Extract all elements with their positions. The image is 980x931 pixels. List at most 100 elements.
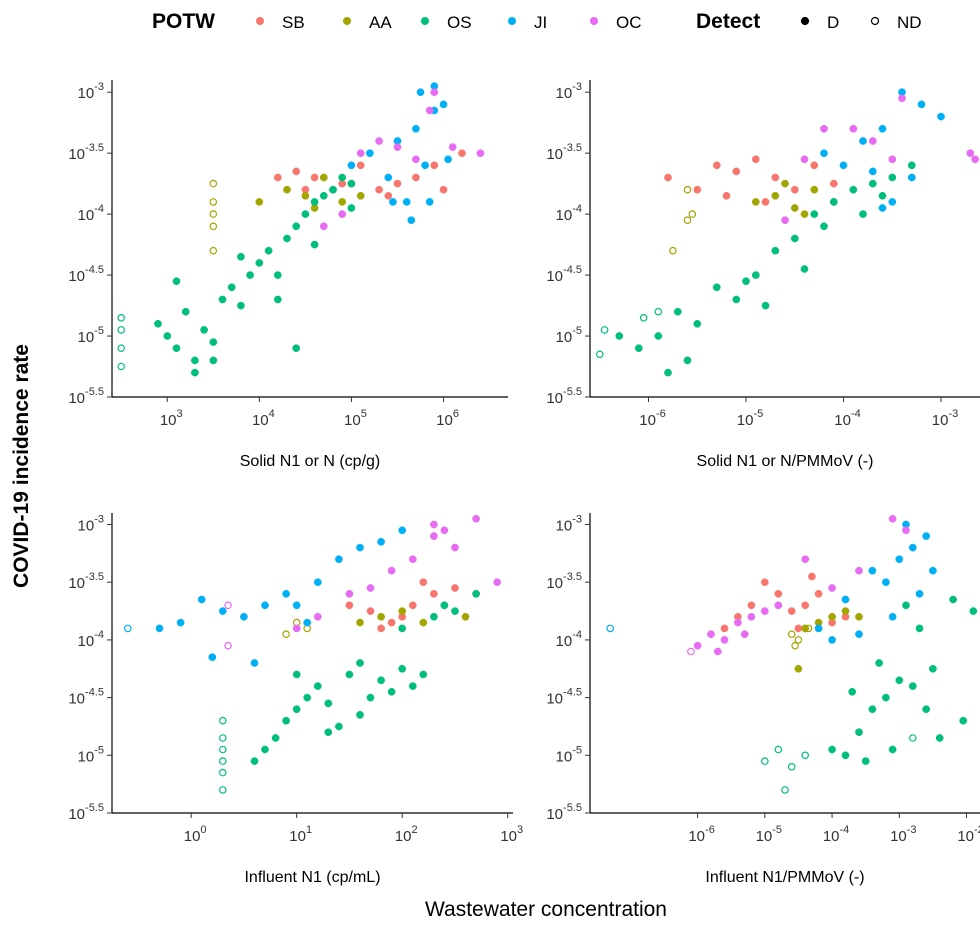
y-tick-label: 10-4 [78, 629, 104, 650]
data-point-ji [377, 537, 385, 546]
data-point-os [345, 670, 354, 679]
data-point-sb [366, 607, 375, 615]
data-point-os [790, 234, 799, 243]
data-point-ji [292, 601, 301, 610]
data-point-oc [375, 137, 383, 145]
x-tick-label: 100 [184, 824, 207, 845]
x-tick-label: 10-4 [834, 408, 860, 429]
data-point-sb [412, 173, 420, 182]
data-point-os-nd [760, 757, 769, 765]
data-point-oc [366, 584, 375, 592]
y-tick-label: 10-4 [556, 203, 582, 224]
data-point-aa [338, 198, 347, 206]
data-point-os [250, 757, 259, 765]
data-point-oc [319, 222, 328, 231]
data-point-oc-nd [224, 641, 232, 650]
data-point-ji [416, 88, 425, 97]
data-point-sb [430, 589, 438, 598]
y-tick-label: 10-3.5 [68, 571, 104, 592]
data-point-aa-nd [209, 210, 218, 218]
data-point-oc [472, 514, 480, 523]
data-point-os [329, 185, 337, 194]
data-point-os [895, 676, 904, 685]
figure-x-label: Wastewater concentration [425, 898, 667, 921]
data-point-oc [781, 216, 789, 225]
data-point-os-nd [801, 751, 810, 760]
data-point-os [654, 332, 663, 340]
data-point-ji [915, 589, 924, 598]
data-point-aa [356, 191, 365, 200]
data-point-ji [937, 112, 945, 121]
y-tick-label: 10-5.5 [546, 386, 582, 407]
data-point-os [908, 682, 917, 690]
data-point-sb [751, 155, 760, 164]
y-tick-label: 10-5.5 [546, 802, 582, 823]
y-tick-label: 10-5 [78, 325, 104, 346]
data-point-ji [366, 149, 374, 158]
data-point-sb [712, 161, 721, 170]
data-point-ji [407, 216, 416, 225]
data-point-os [356, 711, 364, 719]
data-point-os [398, 664, 407, 673]
data-point-os [271, 734, 280, 742]
data-point-os [356, 659, 364, 667]
x-tick-label: 106 [436, 408, 459, 429]
data-point-os [408, 682, 417, 690]
data-point-ji [197, 595, 206, 604]
data-point-oc [425, 106, 434, 115]
data-point-ji [895, 555, 904, 564]
data-point-os [209, 338, 218, 346]
legend-marker-os [421, 17, 429, 25]
data-point-os [440, 601, 449, 610]
panel-x-label: Influent N1/PMMoV (-) [705, 869, 864, 886]
data-point-oc [693, 641, 702, 650]
data-point-oc [448, 143, 457, 151]
data-point-sb [430, 161, 439, 170]
x-tick-label: 103 [500, 824, 523, 845]
legend-marker-sb [256, 17, 264, 25]
data-point-ji [868, 566, 877, 575]
data-point-os-nd [117, 326, 126, 334]
data-point-os [310, 240, 319, 249]
data-point-sb [794, 624, 803, 633]
data-point-os [324, 699, 333, 708]
data-point-os [868, 179, 877, 188]
data-point-os [841, 751, 850, 760]
data-point-os [338, 173, 347, 182]
x-tick-label: 10-5 [737, 408, 763, 429]
data-point-oc [849, 124, 858, 133]
data-point-ji [859, 137, 867, 145]
panel-x-label: Solid N1 or N/PMMoV (-) [697, 453, 874, 470]
y-tick-label: 10-4.5 [68, 264, 104, 285]
data-point-aa-nd [683, 216, 692, 225]
data-point-oc [801, 555, 810, 564]
data-point-oc-nd [687, 647, 695, 656]
data-point-aa [398, 607, 407, 615]
y-tick-label: 10-4 [78, 203, 104, 224]
data-point-os [303, 693, 312, 702]
data-point-aa-nd [683, 185, 692, 194]
data-point-oc [760, 607, 769, 615]
data-point-os [859, 210, 867, 218]
data-point-sb [747, 601, 756, 610]
data-point-os [191, 356, 199, 365]
data-point-oc [966, 149, 975, 158]
data-point-oc [868, 137, 877, 145]
data-point-os [301, 210, 310, 218]
data-point-os [855, 728, 863, 737]
data-point-os [347, 179, 356, 188]
data-point-os-nd [781, 786, 789, 794]
data-point-sb [375, 185, 383, 194]
figure-y-label: COVID-19 incidence rate [10, 344, 33, 588]
legend-marker-d [800, 16, 810, 26]
data-point-ji [335, 555, 343, 564]
y-tick-label: 10-3 [556, 514, 582, 535]
data-point-sb [774, 589, 783, 598]
legend-label-sb: SB [282, 13, 305, 32]
data-point-os [237, 252, 245, 261]
data-point-os [868, 705, 877, 714]
data-point-aa-nd [787, 630, 796, 639]
data-point-oc [412, 155, 420, 164]
data-point-aa [283, 185, 291, 194]
